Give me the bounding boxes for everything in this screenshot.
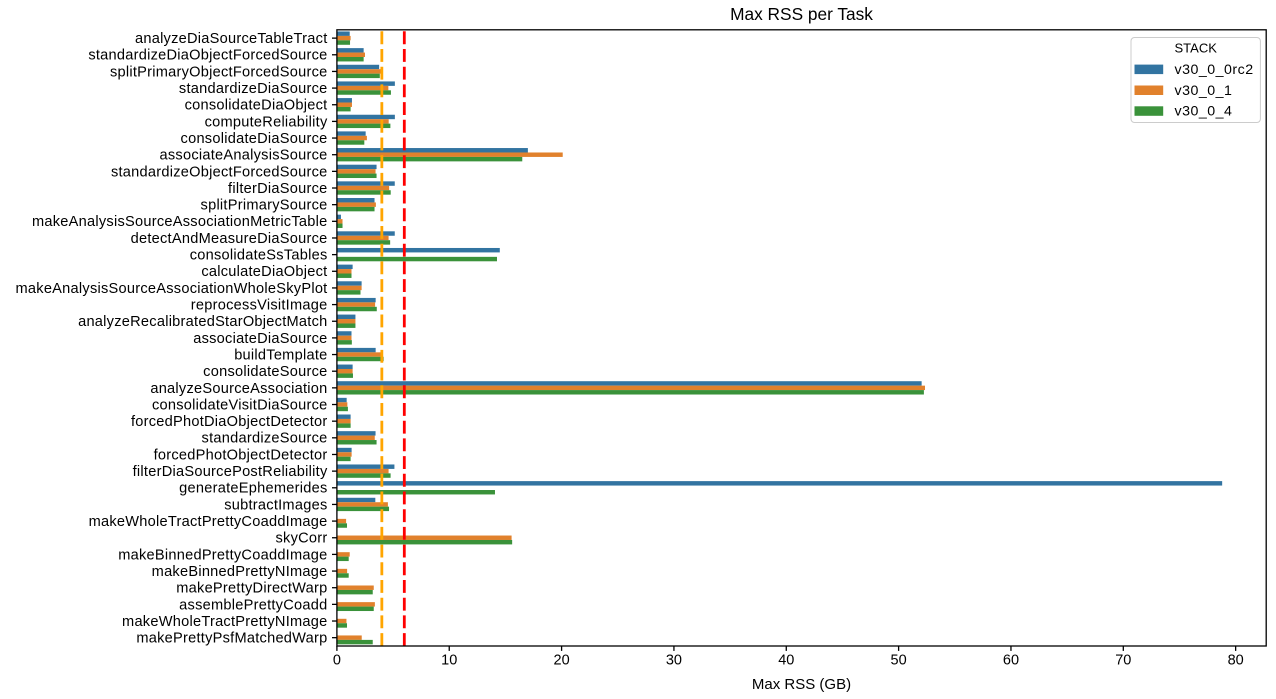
svg-text:splitPrimarySource: splitPrimarySource [201,198,328,214]
svg-text:30: 30 [666,653,682,669]
svg-text:0: 0 [333,653,341,669]
svg-text:20: 20 [554,653,570,669]
svg-text:reprocessVisitImage: reprocessVisitImage [191,297,328,313]
svg-text:associateDiaSource: associateDiaSource [193,331,327,347]
svg-text:filterDiaSourcePostReliability: filterDiaSourcePostReliability [133,464,328,480]
svg-text:consolidateSsTables: consolidateSsTables [190,248,328,264]
svg-text:50: 50 [891,653,907,669]
svg-text:assemblePrettyCoadd: assemblePrettyCoadd [179,597,327,613]
svg-text:generateEphemerides: generateEphemerides [179,481,327,497]
svg-text:80: 80 [1228,653,1244,669]
svg-text:60: 60 [1003,653,1019,669]
svg-text:makeWholeTractPrettyNImage: makeWholeTractPrettyNImage [122,614,327,630]
svg-text:standardizeDiaObjectForcedSour: standardizeDiaObjectForcedSource [88,48,327,64]
svg-text:v30_0_0rc2: v30_0_0rc2 [1175,62,1254,78]
svg-text:analyzeRecalibratedStarObjectM: analyzeRecalibratedStarObjectMatch [78,314,327,330]
svg-text:Max RSS per Task: Max RSS per Task [730,4,873,24]
svg-text:splitPrimaryObjectForcedSource: splitPrimaryObjectForcedSource [110,64,328,80]
svg-text:standardizeDiaSource: standardizeDiaSource [179,81,328,97]
svg-text:filterDiaSource: filterDiaSource [228,181,327,197]
svg-text:forcedPhotObjectDetector: forcedPhotObjectDetector [154,447,328,463]
svg-text:forcedPhotDiaObjectDetector: forcedPhotDiaObjectDetector [131,414,328,430]
svg-text:70: 70 [1115,653,1131,669]
svg-text:Max RSS (GB): Max RSS (GB) [752,676,851,693]
svg-text:associateAnalysisSource: associateAnalysisSource [160,148,328,164]
svg-text:detectAndMeasureDiaSource: detectAndMeasureDiaSource [131,231,328,247]
svg-text:v30_0_1: v30_0_1 [1175,83,1233,99]
svg-text:consolidateSource: consolidateSource [203,364,327,380]
svg-text:consolidateDiaSource: consolidateDiaSource [181,131,328,147]
svg-text:10: 10 [441,653,457,669]
svg-text:40: 40 [778,653,794,669]
svg-text:STACK: STACK [1175,41,1218,56]
svg-text:consolidateDiaObject: consolidateDiaObject [185,98,328,114]
svg-text:makeAnalysisSourceAssociationM: makeAnalysisSourceAssociationMetricTable [32,214,328,230]
svg-text:makePrettyPsfMatchedWarp: makePrettyPsfMatchedWarp [136,631,327,647]
svg-text:makeAnalysisSourceAssociationW: makeAnalysisSourceAssociationWholeSkyPlo… [16,281,328,297]
svg-text:makePrettyDirectWarp: makePrettyDirectWarp [176,581,327,597]
svg-text:skyCorr: skyCorr [275,531,327,547]
svg-text:v30_0_4: v30_0_4 [1175,104,1233,120]
svg-text:standardizeObjectForcedSource: standardizeObjectForcedSource [111,164,328,180]
svg-text:makeBinnedPrettyCoaddImage: makeBinnedPrettyCoaddImage [118,547,327,563]
svg-text:makeWholeTractPrettyCoaddImage: makeWholeTractPrettyCoaddImage [89,514,328,530]
svg-text:buildTemplate: buildTemplate [234,347,327,363]
svg-text:computeReliability: computeReliability [205,114,328,130]
svg-text:analyzeDiaSourceTableTract: analyzeDiaSourceTableTract [135,31,328,47]
svg-text:makeBinnedPrettyNImage: makeBinnedPrettyNImage [152,564,328,580]
svg-text:calculateDiaObject: calculateDiaObject [201,264,327,280]
svg-text:standardizeSource: standardizeSource [202,431,328,447]
svg-text:analyzeSourceAssociation: analyzeSourceAssociation [150,381,327,397]
svg-text:consolidateVisitDiaSource: consolidateVisitDiaSource [152,397,328,413]
svg-text:subtractImages: subtractImages [224,497,327,513]
